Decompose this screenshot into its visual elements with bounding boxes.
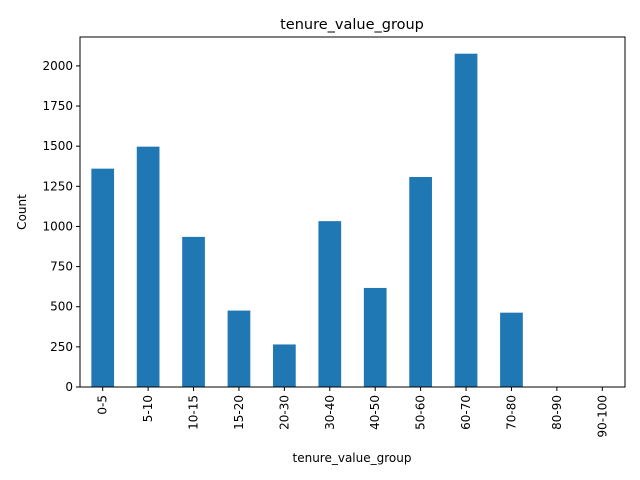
x-tick-label: 20-30 xyxy=(277,395,291,430)
bar-70-80 xyxy=(500,312,523,387)
y-tick-label: 2000 xyxy=(42,59,73,73)
x-tick-label: 15-20 xyxy=(232,395,246,430)
y-tick-label: 1750 xyxy=(42,99,73,113)
y-tick-label: 250 xyxy=(50,340,73,354)
y-axis: 0 250 500 750 1000 1250 1500 1750 2000 xyxy=(42,59,80,394)
x-tick-label: 10-15 xyxy=(187,395,201,430)
x-tick-label: 5-10 xyxy=(141,395,155,422)
bar-15-20 xyxy=(227,310,251,387)
y-tick-label: 750 xyxy=(50,260,73,274)
bar-10-15 xyxy=(182,236,205,387)
x-tick-label: 30-40 xyxy=(323,395,337,430)
y-tick-label: 500 xyxy=(50,300,73,314)
y-tick-label: 1500 xyxy=(42,139,73,153)
y-tick-label: 1000 xyxy=(42,219,73,233)
x-tick-label: 0-5 xyxy=(96,395,110,415)
y-tick-label: 0 xyxy=(65,380,73,394)
bar-5-10 xyxy=(136,146,160,387)
x-tick-label: 80-90 xyxy=(550,395,564,430)
bar-30-40 xyxy=(318,221,342,387)
bar-60-70 xyxy=(454,53,478,388)
bar-20-30 xyxy=(273,344,296,387)
x-tick-label: 60-70 xyxy=(459,395,473,430)
bar-0-5 xyxy=(91,168,115,387)
y-tick-label: 1250 xyxy=(42,179,73,193)
x-tick-label: 40-50 xyxy=(368,395,382,430)
x-axis-label: tenure_value_group xyxy=(293,451,412,465)
bar-50-60 xyxy=(409,177,432,387)
bar-40-50 xyxy=(363,287,387,387)
x-tick-label: 90-100 xyxy=(595,395,609,438)
bars-group xyxy=(91,53,523,388)
chart-title: tenure_value_group xyxy=(280,17,424,33)
x-tick-label: 50-60 xyxy=(414,395,428,430)
x-tick-label: 70-80 xyxy=(504,395,518,430)
plot-frame xyxy=(79,36,626,388)
x-axis: 0-5 5-10 10-15 15-20 20-30 30-40 40-50 50-60 60-… xyxy=(96,387,609,438)
y-axis-label: Count xyxy=(15,194,29,230)
